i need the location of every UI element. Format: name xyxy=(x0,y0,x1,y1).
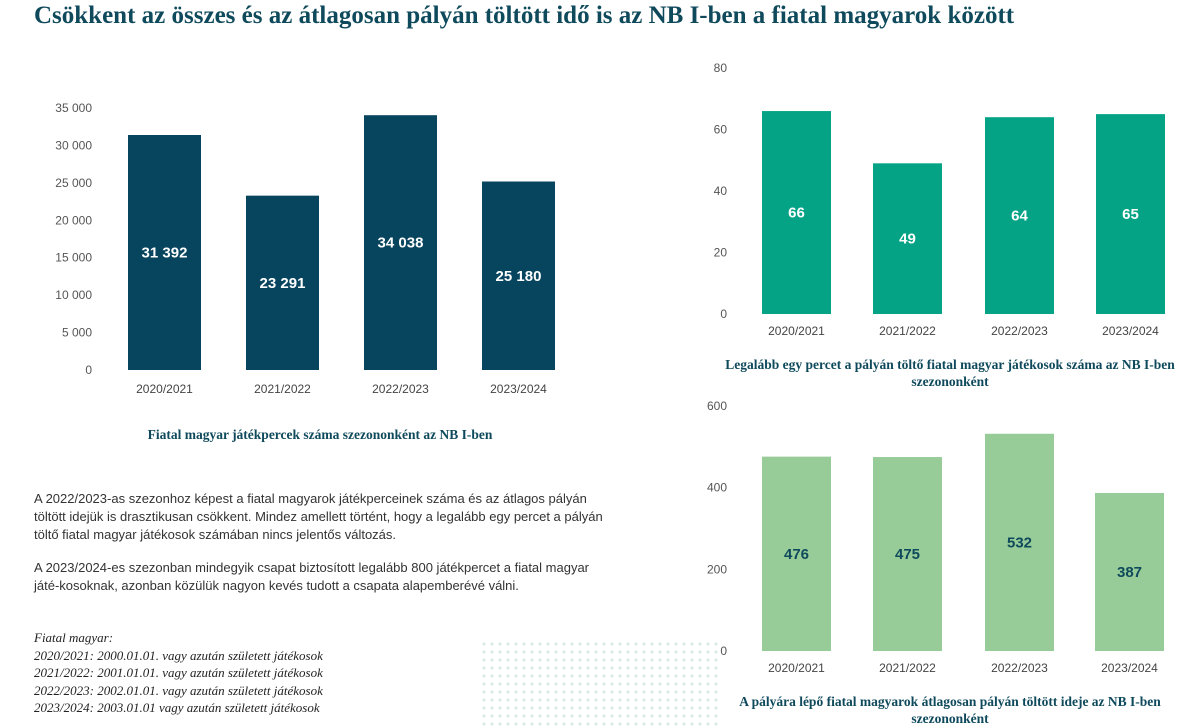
count-y-tick-label: 60 xyxy=(714,123,728,137)
notes-line: 2021/2022: 2001.01.01. vagy azután szüle… xyxy=(34,665,323,680)
minutes-category-label: 2021/2022 xyxy=(254,382,311,396)
avgtime-y-tick-label: 0 xyxy=(720,644,727,658)
count-data-label: 65 xyxy=(1122,206,1139,223)
avgtime-category-label: 2021/2022 xyxy=(879,661,936,675)
count-y-tick-label: 0 xyxy=(720,307,727,321)
notes-heading: Fiatal magyar: xyxy=(34,630,114,645)
count-category-label: 2023/2024 xyxy=(1102,324,1159,338)
minutes-y-tick-label: 25 000 xyxy=(55,176,92,190)
avgtime-bar xyxy=(1095,492,1164,651)
count-y-tick-label: 40 xyxy=(714,184,728,198)
notes-line: 2023/2024: 2003.01.01 vagy azután szület… xyxy=(34,700,320,715)
minutes-data-label: 31 392 xyxy=(142,245,188,262)
minutes-bar xyxy=(482,181,555,370)
avgtime-category-label: 2020/2021 xyxy=(768,661,825,675)
avgtime-data-label: 476 xyxy=(784,546,809,563)
decorative-dot-pattern xyxy=(480,640,720,727)
minutes-y-tick-label: 5 000 xyxy=(62,326,92,340)
minutes-bar xyxy=(246,195,319,370)
minutes-category-label: 2022/2023 xyxy=(372,382,429,396)
minutes-category-label: 2023/2024 xyxy=(490,382,547,396)
count-data-label: 49 xyxy=(899,231,916,248)
minutes-y-tick-label: 0 xyxy=(85,363,92,377)
minutes-bar xyxy=(364,115,437,370)
avgtime-data-label: 475 xyxy=(895,546,920,563)
notes-line: 2020/2021: 2000.01.01. vagy azután szüle… xyxy=(34,647,323,663)
minutes-bar xyxy=(128,135,201,370)
count-bar xyxy=(762,111,831,314)
minutes-y-tick-label: 35 000 xyxy=(55,101,92,115)
count-category-label: 2022/2023 xyxy=(991,324,1048,338)
minutes-data-label: 23 291 xyxy=(260,275,306,292)
minutes-y-tick-label: 30 000 xyxy=(55,138,92,152)
chart-player-minutes-title: Fiatal magyar játékpercek száma szezonon… xyxy=(147,427,493,442)
count-y-tick-label: 80 xyxy=(714,61,728,75)
count-category-label: 2021/2022 xyxy=(879,324,936,338)
chart-average-time-title: A pályára lépő fiatal magyarok átlagosan… xyxy=(739,694,1161,726)
count-bar xyxy=(873,163,942,314)
count-data-label: 64 xyxy=(1011,208,1028,225)
page-title: Csökkent az összes és az átlagosan pályá… xyxy=(34,2,1015,29)
avgtime-category-label: 2022/2023 xyxy=(991,661,1048,675)
minutes-data-label: 25 180 xyxy=(496,268,542,285)
avgtime-bar xyxy=(873,457,942,651)
count-bar xyxy=(985,117,1054,314)
count-y-tick-label: 20 xyxy=(714,246,728,260)
avgtime-data-label: 532 xyxy=(1007,534,1032,551)
minutes-y-tick-label: 15 000 xyxy=(55,251,92,265)
minutes-y-tick-label: 20 000 xyxy=(55,213,92,227)
definition-notes: Fiatal magyar: 2020/2021: 2000.01.01. va… xyxy=(34,629,594,717)
avgtime-y-tick-label: 400 xyxy=(707,481,727,495)
count-bar xyxy=(1096,114,1165,314)
avgtime-y-tick-label: 600 xyxy=(707,399,727,413)
avgtime-y-tick-label: 200 xyxy=(707,562,727,576)
minutes-y-tick-label: 10 000 xyxy=(55,288,92,302)
body-paragraph: A 2022/2023-as szezonhoz képest a fiatal… xyxy=(34,491,603,542)
count-data-label: 66 xyxy=(788,205,805,222)
avgtime-category-label: 2023/2024 xyxy=(1101,661,1158,675)
avgtime-bar xyxy=(985,433,1054,651)
avgtime-data-label: 387 xyxy=(1117,564,1142,581)
chart-player-count-title: Legalább egy percet a pályán töltő fiata… xyxy=(725,357,1175,389)
avgtime-bar xyxy=(762,456,831,651)
count-category-label: 2020/2021 xyxy=(768,324,825,338)
body-paragraph: A 2023/2024-es szezonban mindegyik csapa… xyxy=(34,560,590,593)
minutes-data-label: 34 038 xyxy=(378,235,424,252)
minutes-category-label: 2020/2021 xyxy=(136,382,193,396)
notes-line: 2022/2023: 2002.01.01. vagy azután szüle… xyxy=(34,682,323,698)
